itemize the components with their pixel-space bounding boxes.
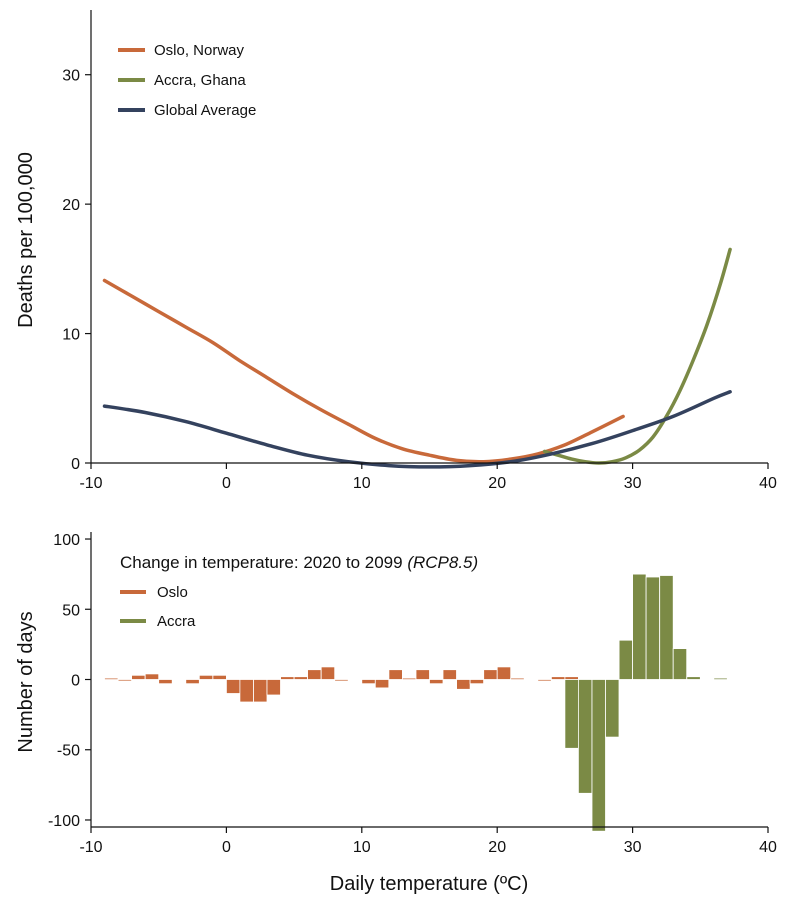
bar-1 <box>645 576 660 680</box>
bar-1 <box>578 679 593 794</box>
bar-0 <box>401 677 417 680</box>
deaths-x-tick-label: 0 <box>222 475 231 492</box>
bar-1 <box>605 679 620 738</box>
bar-0 <box>253 679 268 703</box>
bar-0 <box>117 679 132 682</box>
days-panel-title-italic: (RCP8.5) <box>407 553 478 572</box>
legend-label: Accra, Ghana <box>154 72 246 89</box>
deaths-x-tick-label: 40 <box>759 475 777 492</box>
bar-1 <box>659 575 674 680</box>
bar-0 <box>469 679 485 685</box>
bar-0 <box>307 669 322 680</box>
bar-0 <box>131 674 146 680</box>
deaths-x-tick-label: 30 <box>624 475 642 492</box>
days-x-tick-label: 20 <box>488 839 506 856</box>
legend-label: Oslo, Norway <box>154 42 245 59</box>
bar-0 <box>510 677 525 680</box>
deaths-x-tick-label: 10 <box>353 475 371 492</box>
deaths-y-tick-label: 10 <box>62 327 80 344</box>
days-legend: Oslo Accra <box>120 584 196 630</box>
bar-0 <box>198 674 214 680</box>
bar-0 <box>293 676 309 680</box>
legend-label: Accra <box>157 613 196 630</box>
days-panel-title: Change in temperature: 2020 to 2099 (RCP… <box>120 553 478 572</box>
deaths-y-tick-label: 0 <box>71 456 80 473</box>
bar-1 <box>632 573 647 680</box>
deaths-series-group <box>102 247 732 469</box>
bar-0 <box>415 669 430 680</box>
bar-0 <box>266 679 281 696</box>
bar-0 <box>212 674 227 680</box>
days-y-tick-label: 100 <box>53 532 80 549</box>
bar-1 <box>591 679 606 832</box>
deaths-legend: Oslo, Norway Accra, Ghana Global Average <box>118 42 256 119</box>
days-y-axis-title: Number of days <box>15 611 37 752</box>
bar-0 <box>334 679 349 682</box>
legend-label: Oslo <box>157 584 188 601</box>
days-x-tick-label: 40 <box>759 839 777 856</box>
deaths-x-tick-label: 20 <box>488 475 506 492</box>
deaths-y-axis-title: Deaths per 100,000 <box>15 152 37 328</box>
series-line-0 <box>102 278 625 464</box>
bar-0 <box>320 666 336 680</box>
days-y-tick-label: -50 <box>57 743 80 760</box>
days-y-tick-label: 0 <box>71 673 80 690</box>
bar-0 <box>374 679 390 689</box>
bar-0 <box>564 676 579 680</box>
bar-0 <box>496 666 512 680</box>
days-x-ticks: -10 0 10 20 30 40 <box>79 827 777 856</box>
days-x-tick-label: 30 <box>624 839 642 856</box>
days-x-axis-title: Daily temperature (ºC) <box>330 873 528 895</box>
bar-0 <box>361 679 376 685</box>
days-x-tick-label: -10 <box>79 839 102 856</box>
bar-0 <box>537 679 552 682</box>
bar-0 <box>388 669 403 680</box>
bar-0 <box>442 669 457 680</box>
bar-0 <box>429 679 444 685</box>
series-line-1 <box>542 247 732 465</box>
deaths-y-tick-label: 30 <box>62 68 80 85</box>
deaths-x-tick-label: -10 <box>79 475 102 492</box>
bar-1 <box>713 677 728 680</box>
days-y-tick-label: 50 <box>62 602 80 619</box>
days-x-tick-label: 0 <box>222 839 231 856</box>
bar-0 <box>456 679 471 690</box>
bar-0 <box>104 677 119 680</box>
days-y-ticks: -100 -50 0 50 100 <box>48 532 91 830</box>
days-panel-title-main: Change in temperature: 2020 to 2099 <box>120 553 407 572</box>
bar-0 <box>158 679 173 685</box>
bar-0 <box>239 679 254 703</box>
bar-0 <box>185 679 200 685</box>
bar-0 <box>551 676 566 680</box>
bar-0 <box>225 679 241 694</box>
deaths-y-ticks: 0 10 20 30 <box>62 68 91 473</box>
days-bars-group <box>104 573 728 832</box>
days-y-tick-label: -100 <box>48 813 80 830</box>
deaths-y-tick-label: 20 <box>62 197 80 214</box>
legend-label: Global Average <box>154 102 256 119</box>
bar-0 <box>280 676 295 680</box>
days-x-tick-label: 10 <box>353 839 371 856</box>
bar-1 <box>672 648 688 680</box>
bar-0 <box>483 669 498 680</box>
bar-1 <box>618 639 633 680</box>
bar-1 <box>564 679 579 749</box>
series-line-2 <box>102 390 732 469</box>
bar-0 <box>144 673 160 680</box>
bar-1 <box>686 676 701 680</box>
deaths-x-ticks: -10 0 10 20 30 40 <box>79 463 777 492</box>
